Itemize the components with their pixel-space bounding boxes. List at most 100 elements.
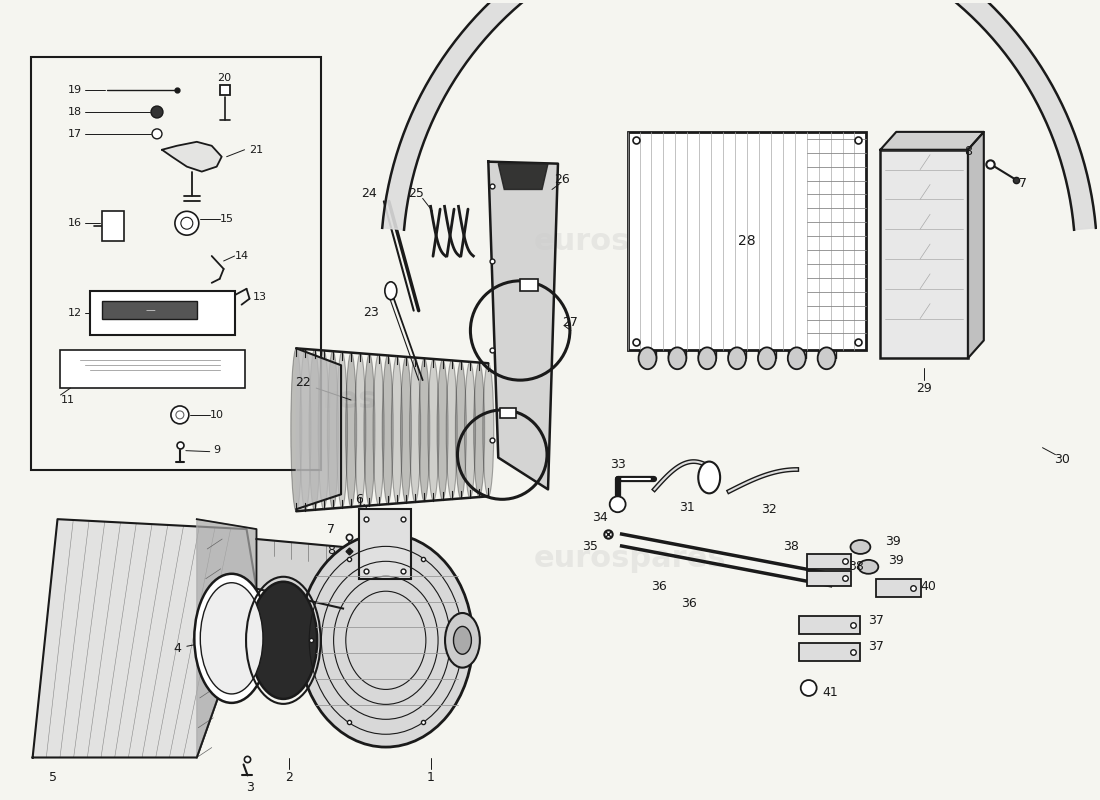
- Ellipse shape: [455, 361, 466, 498]
- Ellipse shape: [446, 613, 480, 668]
- Polygon shape: [488, 162, 558, 490]
- Bar: [806, 571, 851, 586]
- Ellipse shape: [318, 350, 329, 509]
- Text: 22: 22: [296, 376, 311, 389]
- Ellipse shape: [364, 354, 375, 506]
- Text: 8: 8: [964, 146, 972, 158]
- Circle shape: [609, 496, 626, 512]
- Text: 28: 28: [738, 234, 756, 248]
- Text: 13: 13: [253, 292, 266, 302]
- Ellipse shape: [817, 347, 836, 370]
- Bar: [359, 510, 410, 578]
- Bar: [799, 617, 860, 634]
- Ellipse shape: [483, 363, 494, 496]
- Text: 6: 6: [355, 493, 363, 506]
- Bar: [877, 578, 921, 597]
- Circle shape: [152, 129, 162, 139]
- Ellipse shape: [409, 358, 420, 502]
- Polygon shape: [256, 539, 343, 609]
- Ellipse shape: [758, 347, 776, 370]
- Ellipse shape: [355, 354, 366, 506]
- Bar: [520, 279, 538, 290]
- Text: 41: 41: [823, 686, 838, 699]
- Ellipse shape: [698, 462, 720, 494]
- Ellipse shape: [428, 359, 439, 501]
- Text: 2: 2: [285, 771, 294, 784]
- Ellipse shape: [453, 626, 472, 654]
- Ellipse shape: [419, 358, 430, 502]
- Circle shape: [180, 218, 192, 229]
- Ellipse shape: [309, 350, 320, 510]
- Circle shape: [151, 106, 163, 118]
- Text: 12: 12: [67, 308, 81, 318]
- Polygon shape: [296, 348, 341, 510]
- Bar: [500, 408, 516, 418]
- Ellipse shape: [728, 347, 746, 370]
- Circle shape: [801, 680, 816, 696]
- Text: 20: 20: [218, 74, 232, 83]
- Ellipse shape: [858, 560, 878, 574]
- Text: 39: 39: [889, 554, 904, 567]
- Ellipse shape: [788, 347, 805, 370]
- Text: 21: 21: [250, 145, 264, 154]
- Ellipse shape: [200, 582, 263, 694]
- Ellipse shape: [385, 282, 397, 300]
- Ellipse shape: [474, 362, 485, 497]
- Text: eurospares: eurospares: [534, 226, 726, 256]
- Text: 15: 15: [220, 214, 233, 224]
- Text: 39: 39: [886, 534, 901, 547]
- Polygon shape: [197, 519, 256, 758]
- Text: eurospares: eurospares: [185, 386, 377, 414]
- Ellipse shape: [437, 360, 448, 500]
- Polygon shape: [968, 132, 983, 358]
- Circle shape: [175, 211, 199, 235]
- Bar: [31, 58, 321, 470]
- Bar: [806, 554, 851, 569]
- Text: 10: 10: [210, 410, 223, 420]
- Ellipse shape: [464, 362, 475, 498]
- Text: 37: 37: [868, 614, 884, 627]
- Polygon shape: [33, 519, 256, 758]
- Polygon shape: [162, 142, 222, 171]
- Text: eurospares: eurospares: [534, 544, 726, 574]
- Ellipse shape: [698, 347, 716, 370]
- Text: 27: 27: [562, 316, 578, 329]
- Text: 36: 36: [681, 597, 697, 610]
- Bar: [90, 290, 234, 335]
- Text: 4: 4: [173, 642, 180, 654]
- Ellipse shape: [850, 540, 870, 554]
- Polygon shape: [498, 164, 548, 190]
- Ellipse shape: [373, 354, 384, 505]
- Ellipse shape: [447, 361, 458, 499]
- Ellipse shape: [669, 347, 686, 370]
- Text: 32: 32: [761, 502, 777, 516]
- Text: 11: 11: [60, 395, 75, 405]
- Ellipse shape: [300, 349, 311, 510]
- Bar: [799, 643, 860, 661]
- Bar: [102, 211, 124, 241]
- Ellipse shape: [250, 582, 317, 699]
- Text: 7: 7: [327, 522, 336, 535]
- Text: 5: 5: [48, 771, 56, 784]
- Text: 8: 8: [327, 545, 336, 558]
- Text: 14: 14: [234, 251, 249, 261]
- Text: 37: 37: [868, 640, 884, 653]
- Ellipse shape: [328, 351, 339, 508]
- Ellipse shape: [290, 348, 301, 511]
- Text: 36: 36: [651, 580, 668, 593]
- Text: 23: 23: [363, 306, 378, 319]
- Text: 17: 17: [67, 129, 81, 139]
- Text: 25: 25: [408, 187, 424, 200]
- Text: 1: 1: [427, 771, 434, 784]
- Ellipse shape: [299, 534, 473, 747]
- Polygon shape: [382, 0, 1096, 230]
- Text: 19: 19: [67, 85, 81, 95]
- Ellipse shape: [337, 352, 348, 508]
- Bar: [60, 350, 244, 388]
- Text: 7: 7: [1019, 177, 1026, 190]
- Text: —: —: [145, 305, 155, 314]
- Text: 26: 26: [554, 173, 570, 186]
- Text: 34: 34: [592, 510, 607, 524]
- Text: 35: 35: [582, 541, 597, 554]
- Text: 9: 9: [213, 445, 220, 454]
